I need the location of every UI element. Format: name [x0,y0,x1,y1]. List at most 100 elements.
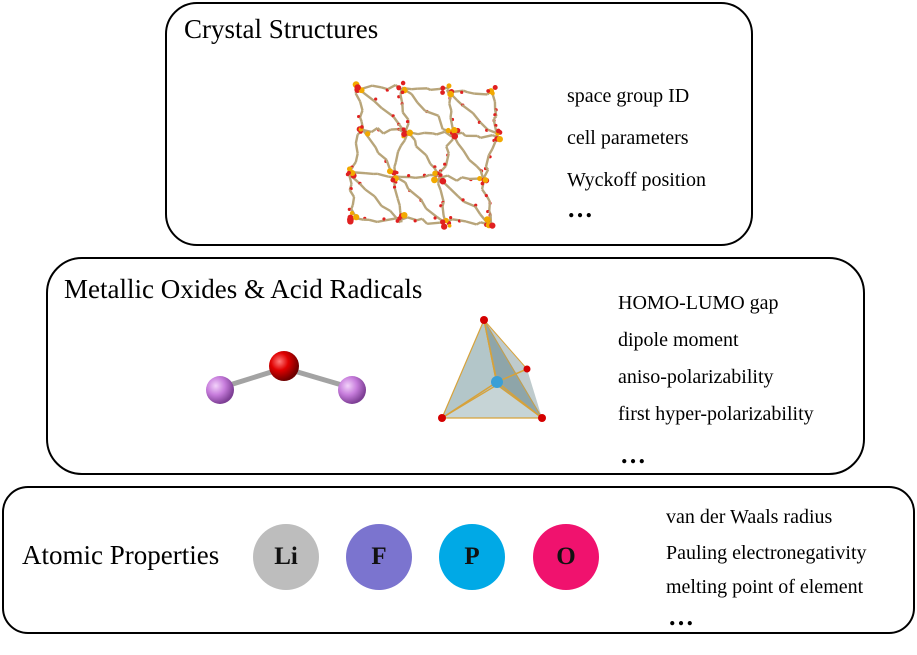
framework-bond [374,146,380,154]
framework-metal-node [346,166,353,172]
framework-metal-node [440,85,446,91]
atom-o: O [533,524,599,590]
framework-bond [354,92,362,103]
tetra-bond-3 [496,381,543,419]
framework-bond [491,140,497,150]
tetra-face-bottom [439,384,544,419]
framework-bond [377,172,390,178]
framework-metal-node [401,211,408,219]
framework-bond [474,92,488,96]
framework-bond [463,200,476,208]
framework-bond [415,175,426,179]
framework-lattice [345,80,503,230]
framework-bond [444,130,453,138]
framework-oxygen-atom [347,207,351,211]
framework-bond [461,176,470,181]
tetra-bond-2 [441,381,498,419]
framework-metal-node [492,85,498,91]
framework-metal-node [349,210,355,216]
framework-oxygen-atom [460,90,464,94]
framework-metal-node [401,131,407,138]
framework-bond [373,99,383,109]
framework-oxygen-atom [382,217,386,221]
framework-bond [459,219,467,223]
framework-metal-node [349,169,356,177]
framework-metal-node [432,170,438,177]
framework-bond [396,198,401,206]
tetra-center-atom [491,376,503,388]
framework-bond [426,87,431,91]
tetrahedron-image [438,316,546,422]
framework-metal-node [354,84,361,91]
framework-bond [410,93,419,104]
framework-bond [358,116,363,122]
tetra-bond-1 [483,319,498,383]
framework-bond [404,181,410,190]
crystal-framework-image [345,80,503,230]
framework-metal-node [390,177,396,183]
framework-metal-node [364,131,371,137]
atom-li: Li [253,524,319,590]
framework-bond [362,91,375,102]
framework-bond [436,130,446,136]
framework-bond [358,101,364,111]
oxide-prop-homo-lumo: HOMO-LUMO gap [618,292,779,314]
framework-bond [394,151,400,163]
framework-bond [438,174,448,180]
framework-bond [487,148,494,156]
framework-oxygen-atom [494,123,498,128]
framework-bond [396,144,403,153]
oxide-prop-dipole: dipole moment [618,329,739,351]
framework-metal-node [439,177,447,185]
framework-metal-node [386,168,394,175]
framework-bond [424,109,439,117]
framework-bond [413,140,418,147]
framework-metal-node [451,132,459,140]
framework-bond [448,103,453,112]
framework-bond [456,176,463,182]
tetra-vertex-left [438,414,446,422]
framework-bond [445,146,450,154]
framework-bond [467,90,475,95]
framework-bond [382,128,392,135]
framework-bond [432,132,437,136]
framework-bond [492,115,498,120]
framework-bond [354,134,359,144]
framework-bond [370,127,379,133]
framework-oxygen-atom [474,203,478,207]
framework-bond [479,121,489,131]
crystal-prop-wyckoff: Wyckoff position [567,169,706,191]
framework-bond [457,142,465,152]
framework-bond [373,195,383,207]
framework-metal-node [480,181,485,186]
framework-bond [468,158,478,167]
crystal-structures-panel [165,2,753,246]
framework-bond [448,96,452,104]
framework-metal-node [402,86,407,91]
tetra-edge-back [483,319,528,370]
framework-bond [365,171,374,176]
framework-bond [484,155,490,168]
framework-bond [401,111,410,121]
framework-oxygen-atom [461,198,465,202]
framework-bond [461,104,474,115]
framework-oxygen-atom [449,215,453,220]
framework-metal-node [482,177,489,183]
bent-molecule-image [206,351,366,404]
atom-f: F [346,524,412,590]
framework-oxygen-atom [357,114,361,119]
framework-bond [399,216,408,222]
framework-metal-node [352,213,360,221]
framework-bond [480,134,493,140]
framework-bond [416,217,423,222]
metallic-oxides-panel [46,257,865,475]
tetra-vertex-right [538,414,546,422]
framework-metal-node [490,91,495,96]
framework-bond [377,151,388,161]
framework-bond [427,221,440,226]
oxide-prop-aniso-polarizability: aniso-polarizability [618,366,774,388]
framework-oxygen-atom [485,128,489,132]
framework-oxygen-atom [433,165,437,169]
framework-metal-node [496,128,501,134]
metallic-oxides-title: Metallic Oxides & Acid Radicals [64,274,423,304]
